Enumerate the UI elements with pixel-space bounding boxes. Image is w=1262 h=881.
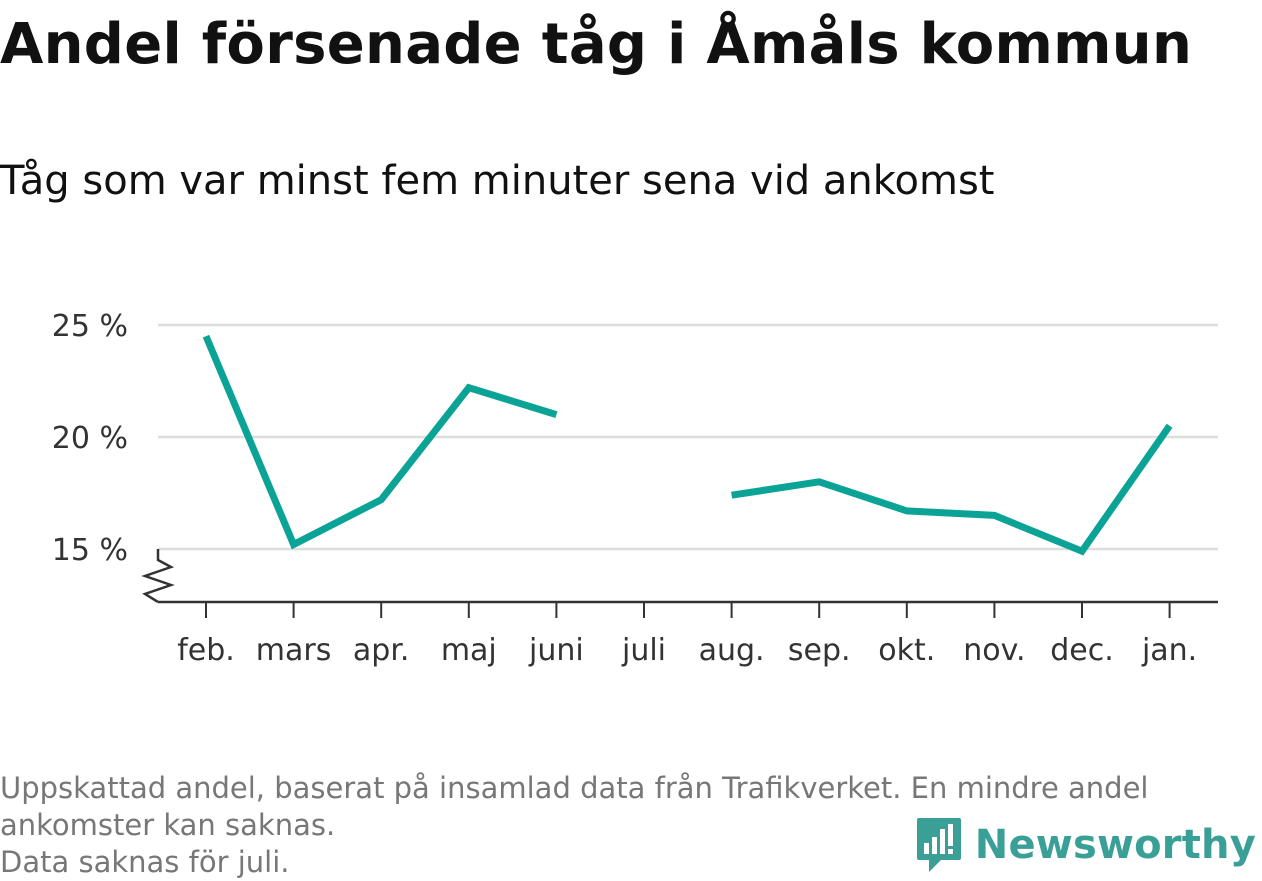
gridlines xyxy=(158,323,1218,551)
y-tick-label: 20 % xyxy=(52,421,128,456)
chart-title: Andel försenade tåg i Åmåls kommun xyxy=(0,12,1193,77)
x-tick-label: mars xyxy=(256,633,332,668)
x-tick-label: aug. xyxy=(699,633,765,668)
brand-name: Newsworthy xyxy=(974,822,1256,868)
line-chart: 15 % 20 % 25 % feb. mars apr. maj juni juli aug.… xyxy=(52,309,1218,668)
x-tick-label: maj xyxy=(441,633,497,668)
y-tick-label: 15 % xyxy=(52,533,128,568)
x-tick-label: okt. xyxy=(878,633,935,668)
footnote: Uppskattad andel, baserat på insamlad da… xyxy=(0,770,1262,881)
x-axis: feb. mars apr. maj juni juli aug. sep. okt. nov. d… xyxy=(158,600,1218,668)
x-tick-label: nov. xyxy=(963,633,1025,668)
brand-logo: Newsworthy xyxy=(906,815,1256,875)
y-axis-ticks: 15 % 20 % 25 % xyxy=(52,309,128,568)
series-line xyxy=(202,334,558,550)
x-tick-label: juni xyxy=(528,633,584,668)
footnote-line-3: Data saknas för juli. xyxy=(0,845,290,879)
x-tick-label: jan. xyxy=(1141,633,1197,668)
series-lines xyxy=(202,334,1173,556)
x-tick-label: sep. xyxy=(788,633,851,668)
x-tick-label: feb. xyxy=(177,633,235,668)
x-tick-label: juli xyxy=(621,633,666,668)
footnote-line-2: ankomster kan saknas. xyxy=(0,808,336,842)
chart-subtitle: Tåg som var minst fem minuter sena vid a… xyxy=(0,158,995,204)
y-tick-label: 25 % xyxy=(52,309,128,344)
series-line xyxy=(731,423,1173,556)
footnote-line-1: Uppskattad andel, baserat på insamlad da… xyxy=(0,771,1149,805)
axis-break-zigzag xyxy=(141,549,175,604)
x-tick-label: apr. xyxy=(353,633,410,668)
bar-chart-pin-icon xyxy=(916,818,961,872)
axis-break-icon xyxy=(141,549,175,604)
x-tick-label: dec. xyxy=(1050,633,1114,668)
